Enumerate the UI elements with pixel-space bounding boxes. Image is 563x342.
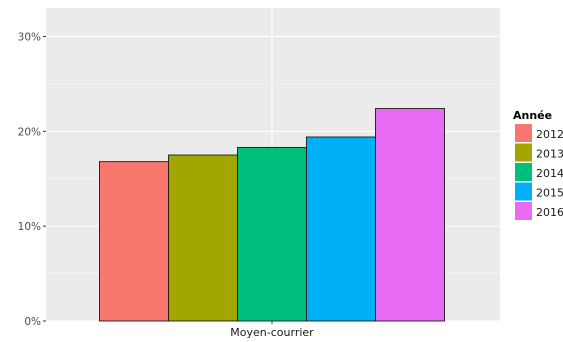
legend-key-2014 [515,163,532,181]
bar-2016 [375,108,445,322]
bar-2013 [168,154,238,322]
bar-2015 [306,136,376,322]
legend-label-2015: 2015 [536,187,563,200]
axes: 0% 10% 20% 30% Moyen-courrier [18,31,315,339]
y-tick-label: 10% [18,221,41,233]
x-tick-label: Moyen-courrier [230,326,314,338]
bar-2012 [99,161,169,322]
legend-key-2015 [515,182,532,201]
legend-title: Année [513,109,552,122]
y-tick-label: 20% [18,126,41,138]
legend-label-2014: 2014 [536,167,563,180]
legend-key-2012 [515,124,532,142]
legend: Année 2012 2013 2014 2015 2016 [513,109,563,220]
y-tick-label: 0% [24,316,41,328]
y-tick-label: 30% [18,31,41,43]
bars [99,108,445,322]
legend-label-2012: 2012 [536,128,563,141]
legend-key-2016 [515,202,532,220]
legend-label-2016: 2016 [536,206,563,219]
bar-2014 [237,146,307,322]
legend-key-2013 [515,143,532,162]
legend-label-2013: 2013 [536,148,563,161]
